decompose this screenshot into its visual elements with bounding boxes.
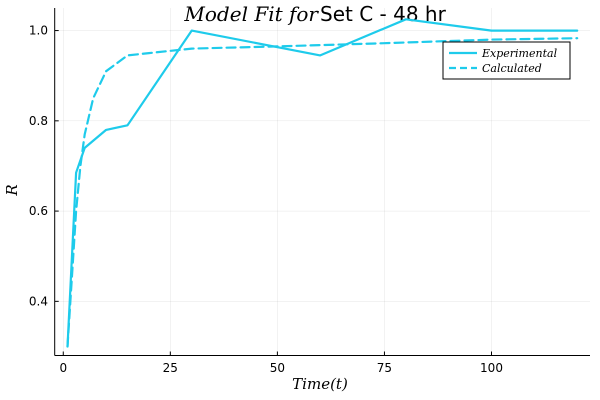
series-line-calculated bbox=[66, 37, 579, 348]
y-ticks: 0.4 0.6 0.8 1.0 bbox=[29, 24, 59, 308]
x-axis-label: Time(t) bbox=[292, 375, 348, 393]
y-tick-label: 0.8 bbox=[29, 114, 48, 128]
legend-box bbox=[442, 41, 571, 80]
y-tick-label: 0.4 bbox=[29, 294, 48, 308]
legend-label-calculated: Calculated bbox=[482, 62, 542, 75]
legend: Experimental Calculated bbox=[442, 41, 571, 80]
chart-title-italic: Model Fit for bbox=[183, 2, 319, 26]
chart-title: Model Fit for Set C - 48 hr bbox=[183, 2, 446, 26]
legend-label-experimental: Experimental bbox=[481, 47, 558, 60]
y-tick-label: 0.6 bbox=[29, 204, 48, 218]
y-tick-label: 1.0 bbox=[29, 24, 48, 38]
series-group bbox=[66, 18, 579, 348]
axes bbox=[54, 8, 590, 356]
y-axis-label: R bbox=[3, 184, 21, 196]
x-tick-label: 50 bbox=[270, 361, 285, 375]
x-tick-label: 0 bbox=[59, 361, 67, 375]
x-ticks: 0 25 50 75 100 bbox=[59, 351, 503, 375]
grid bbox=[54, 8, 590, 356]
x-tick-label: 75 bbox=[377, 361, 392, 375]
x-tick-label: 100 bbox=[480, 361, 503, 375]
x-tick-label: 25 bbox=[163, 361, 178, 375]
